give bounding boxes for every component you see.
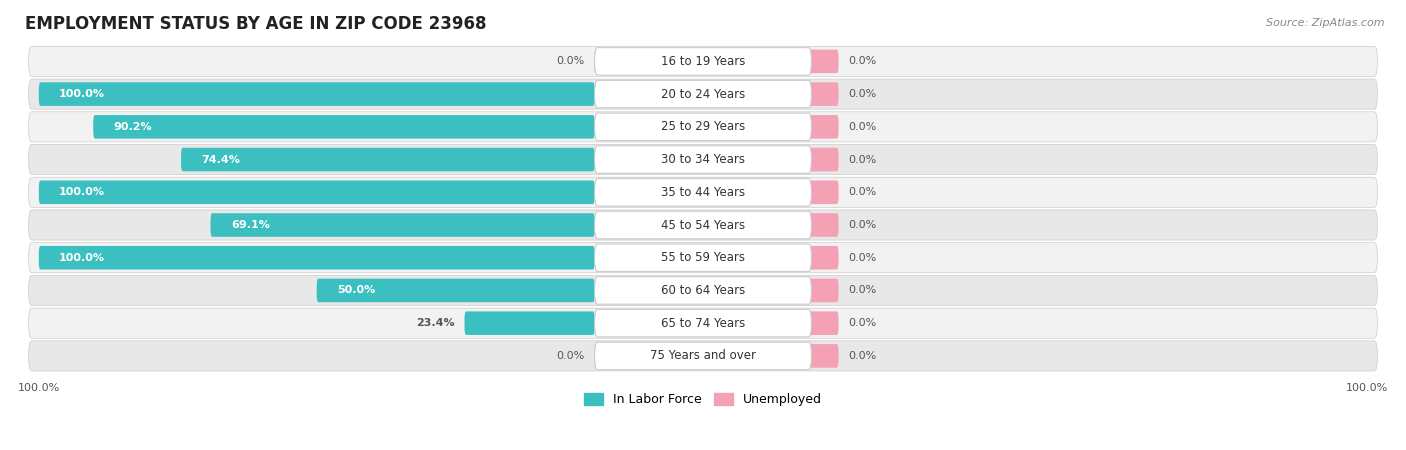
FancyBboxPatch shape xyxy=(785,344,838,368)
Text: 25 to 29 Years: 25 to 29 Years xyxy=(661,120,745,133)
Text: 20 to 24 Years: 20 to 24 Years xyxy=(661,88,745,101)
FancyBboxPatch shape xyxy=(785,148,838,171)
Text: 50.0%: 50.0% xyxy=(337,285,375,296)
Text: 45 to 54 Years: 45 to 54 Years xyxy=(661,219,745,231)
Text: 60 to 64 Years: 60 to 64 Years xyxy=(661,284,745,297)
FancyBboxPatch shape xyxy=(595,310,811,337)
Text: 0.0%: 0.0% xyxy=(849,285,877,296)
Text: 55 to 59 Years: 55 to 59 Years xyxy=(661,251,745,264)
FancyBboxPatch shape xyxy=(595,113,811,140)
FancyBboxPatch shape xyxy=(28,243,1378,273)
FancyBboxPatch shape xyxy=(785,213,838,237)
Text: 65 to 74 Years: 65 to 74 Years xyxy=(661,317,745,330)
Text: 0.0%: 0.0% xyxy=(849,253,877,263)
Text: 75 Years and over: 75 Years and over xyxy=(650,349,756,362)
FancyBboxPatch shape xyxy=(28,275,1378,306)
FancyBboxPatch shape xyxy=(595,81,811,108)
FancyBboxPatch shape xyxy=(28,308,1378,338)
Text: 0.0%: 0.0% xyxy=(849,56,877,67)
FancyBboxPatch shape xyxy=(595,179,811,206)
Text: 100.0%: 100.0% xyxy=(59,187,105,197)
Text: 100.0%: 100.0% xyxy=(59,89,105,99)
Text: 35 to 44 Years: 35 to 44 Years xyxy=(661,186,745,199)
FancyBboxPatch shape xyxy=(28,177,1378,207)
FancyBboxPatch shape xyxy=(595,48,811,75)
FancyBboxPatch shape xyxy=(595,115,621,139)
FancyBboxPatch shape xyxy=(595,211,811,239)
FancyBboxPatch shape xyxy=(595,342,811,369)
FancyBboxPatch shape xyxy=(785,246,838,270)
FancyBboxPatch shape xyxy=(785,50,838,73)
FancyBboxPatch shape xyxy=(28,112,1378,142)
Text: Source: ZipAtlas.com: Source: ZipAtlas.com xyxy=(1267,18,1385,28)
FancyBboxPatch shape xyxy=(785,311,838,335)
FancyBboxPatch shape xyxy=(39,82,595,106)
Text: 100.0%: 100.0% xyxy=(59,253,105,263)
Text: 0.0%: 0.0% xyxy=(557,56,585,67)
FancyBboxPatch shape xyxy=(595,50,621,73)
FancyBboxPatch shape xyxy=(595,279,621,302)
Text: 0.0%: 0.0% xyxy=(849,351,877,361)
FancyBboxPatch shape xyxy=(595,311,621,335)
FancyBboxPatch shape xyxy=(595,277,811,304)
FancyBboxPatch shape xyxy=(211,213,595,237)
FancyBboxPatch shape xyxy=(595,246,621,270)
Text: 0.0%: 0.0% xyxy=(849,318,877,328)
Text: 23.4%: 23.4% xyxy=(416,318,454,328)
FancyBboxPatch shape xyxy=(93,115,595,139)
FancyBboxPatch shape xyxy=(316,279,595,302)
Text: 0.0%: 0.0% xyxy=(849,187,877,197)
FancyBboxPatch shape xyxy=(28,341,1378,371)
FancyBboxPatch shape xyxy=(28,79,1378,109)
Text: 69.1%: 69.1% xyxy=(231,220,270,230)
Text: 0.0%: 0.0% xyxy=(849,122,877,132)
FancyBboxPatch shape xyxy=(181,148,595,171)
FancyBboxPatch shape xyxy=(39,246,595,270)
Text: 0.0%: 0.0% xyxy=(849,89,877,99)
FancyBboxPatch shape xyxy=(785,279,838,302)
Text: 30 to 34 Years: 30 to 34 Years xyxy=(661,153,745,166)
Text: 0.0%: 0.0% xyxy=(557,351,585,361)
FancyBboxPatch shape xyxy=(595,180,621,204)
FancyBboxPatch shape xyxy=(595,213,621,237)
Text: 90.2%: 90.2% xyxy=(114,122,152,132)
FancyBboxPatch shape xyxy=(595,244,811,271)
Legend: In Labor Force, Unemployed: In Labor Force, Unemployed xyxy=(579,388,827,411)
FancyBboxPatch shape xyxy=(785,180,838,204)
FancyBboxPatch shape xyxy=(785,82,838,106)
FancyBboxPatch shape xyxy=(595,82,621,106)
FancyBboxPatch shape xyxy=(28,46,1378,76)
FancyBboxPatch shape xyxy=(28,144,1378,175)
Text: 16 to 19 Years: 16 to 19 Years xyxy=(661,55,745,68)
FancyBboxPatch shape xyxy=(28,210,1378,240)
FancyBboxPatch shape xyxy=(595,148,621,171)
Text: 0.0%: 0.0% xyxy=(849,220,877,230)
FancyBboxPatch shape xyxy=(39,180,595,204)
Text: 74.4%: 74.4% xyxy=(201,154,240,165)
Text: EMPLOYMENT STATUS BY AGE IN ZIP CODE 23968: EMPLOYMENT STATUS BY AGE IN ZIP CODE 239… xyxy=(25,15,486,33)
FancyBboxPatch shape xyxy=(785,115,838,139)
FancyBboxPatch shape xyxy=(595,344,621,368)
FancyBboxPatch shape xyxy=(464,311,595,335)
Text: 0.0%: 0.0% xyxy=(849,154,877,165)
FancyBboxPatch shape xyxy=(595,146,811,173)
